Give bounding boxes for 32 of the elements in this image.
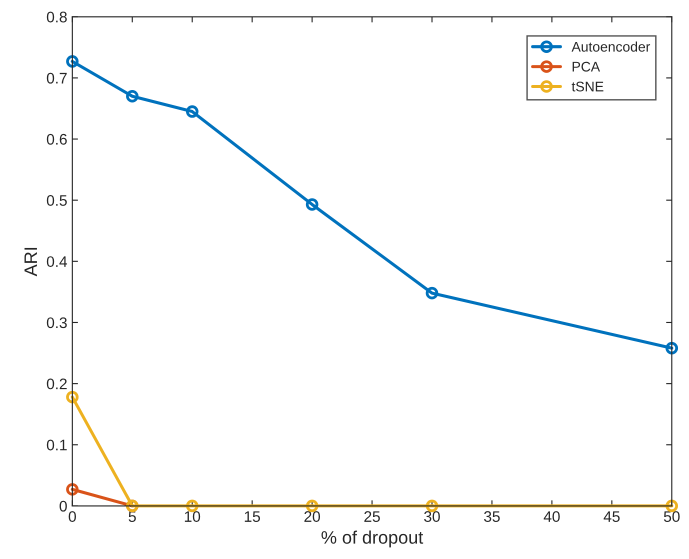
x-tick-label: 50 [664, 511, 680, 522]
y-tick-label: 0.3 [46, 317, 67, 328]
x-tick-label: 20 [304, 511, 320, 522]
legend-label: PCA [572, 62, 600, 72]
x-tick-label: 10 [184, 511, 200, 522]
x-tick-label: 25 [364, 511, 380, 522]
y-tick-label: 0.1 [46, 440, 67, 450]
x-tick-label: 40 [544, 511, 560, 522]
point [186, 105, 198, 118]
y-axis-title: ARI [24, 248, 37, 276]
y-tick-label: 0.6 [46, 134, 67, 145]
y-tick-label: 0 [60, 500, 67, 512]
legend-label: Autoencoder [572, 42, 650, 52]
x-axis-title: % of dropout [322, 530, 424, 548]
x-tick-label: 15 [244, 511, 260, 522]
x-tick-label: 0 [68, 511, 76, 522]
y-tick-label: 0.7 [46, 72, 67, 84]
legend-label: tSNE [572, 82, 604, 92]
y-tick-label: 0.4 [46, 256, 68, 268]
point [426, 286, 438, 300]
y-tick-label: 0.2 [46, 378, 67, 390]
point [306, 198, 318, 211]
point [66, 390, 79, 404]
x-tick-label: 35 [484, 511, 500, 522]
x-tick-label: 30 [424, 511, 440, 522]
y-tick-label: 0.5 [46, 195, 67, 206]
x-tick-label: 45 [604, 511, 620, 522]
y-tick-label: 0.8 [46, 12, 67, 22]
point [66, 55, 79, 68]
point [126, 90, 139, 103]
point [66, 483, 79, 496]
point [666, 342, 678, 354]
